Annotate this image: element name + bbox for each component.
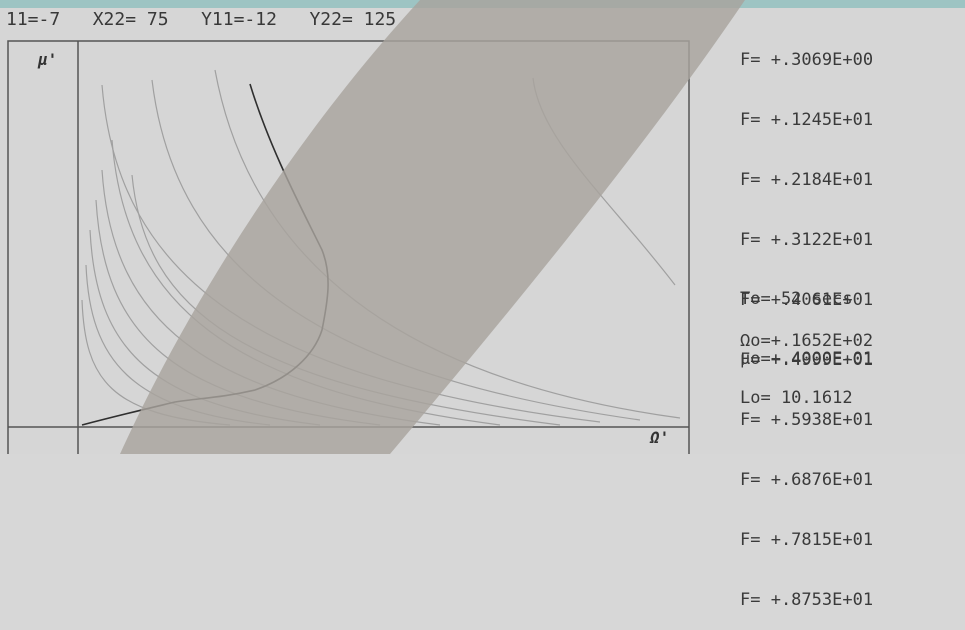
f-value: F= +.5938E+01 [740,410,874,430]
plot-frame [7,40,690,454]
header-bounds: 11=-7 X22= 75 Y11=-12 Y22= 125 [6,9,396,30]
f-value: F= +.7815E+01 [740,530,874,550]
time-readout: To= 52 secs [740,289,853,309]
y22-readout: Y22= 125 [309,9,397,30]
f-value: F= +.8753E+01 [740,590,874,610]
glare-band [120,0,745,454]
x-axis-label: Ω' [650,428,670,447]
omega0-readout: Ωo=+.1652E+02 [740,331,874,351]
y-axis-label: μ' [38,50,58,69]
x11-readout: 11=-7 [6,9,61,30]
plot-svg [7,0,745,454]
f-value: F= +.3122E+01 [740,230,874,250]
f-value: F= +.4061E+01 [740,290,874,310]
f-value: F= +.1245E+01 [740,110,874,130]
lo-readout: Lo= 10.1612 [740,388,853,408]
f-value: F= +.2184E+01 [740,170,874,190]
f-value: F= +.3069E+00 [740,50,874,70]
f-value: F= +.4999E+01 [740,350,874,370]
mu0-readout: μo=+.4000E-01 [740,349,874,369]
y11-readout: Y11=-12 [201,9,277,30]
x22-readout: X22= 75 [92,9,169,30]
f-value: F= +.6876E+01 [740,470,874,490]
f-value-list: F= +.3069E+00 F= +.1245E+01 F= +.2184E+0… [740,10,873,630]
